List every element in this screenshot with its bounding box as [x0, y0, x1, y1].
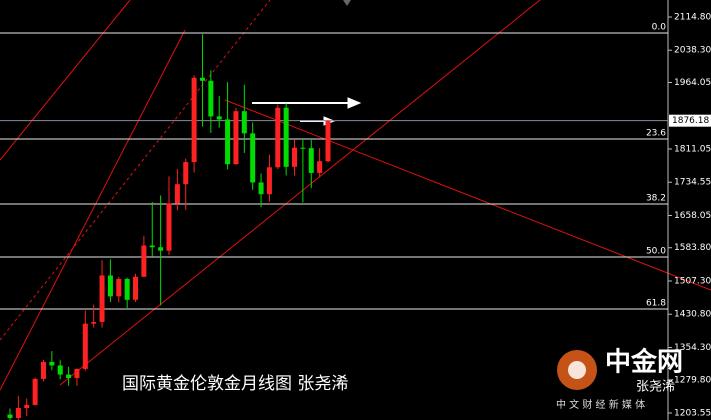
- trend-line: [0, 0, 271, 341]
- candle-body: [158, 247, 164, 251]
- last-price-box: [669, 114, 711, 127]
- y-tick-label: 1430.80: [674, 310, 711, 320]
- fib-label: 61.8: [646, 298, 666, 308]
- y-tick-label: 1203.55: [674, 408, 711, 418]
- watermark: 中金网 张尧浠 中 文 财 经 新 媒 体: [556, 347, 683, 412]
- author: 张尧浠: [636, 380, 675, 395]
- fib-label: 50.0: [646, 246, 666, 256]
- candle-body: [199, 77, 205, 81]
- candle-body: [191, 77, 197, 163]
- candle-body: [40, 361, 46, 379]
- candle-body: [250, 133, 256, 183]
- fib-label: 0.0: [652, 22, 667, 32]
- candle-body: [266, 167, 272, 195]
- y-tick-label: 2038.30: [674, 46, 711, 56]
- candle-body: [166, 203, 172, 251]
- candle-body: [133, 276, 139, 300]
- candle-body: [74, 368, 80, 379]
- y-tick-label: 1507.30: [674, 276, 711, 286]
- candle-body: [292, 147, 298, 167]
- trend-lines: [0, 0, 711, 391]
- candle-body: [15, 408, 21, 419]
- candle-body: [91, 321, 97, 324]
- trend-line: [224, 99, 711, 291]
- tagline: 中 文 财 经 新 媒 体: [556, 398, 645, 411]
- candle-body: [107, 275, 113, 297]
- candle-body: [82, 323, 88, 369]
- candle-body: [141, 245, 147, 277]
- candle-body: [225, 119, 231, 165]
- y-tick-label: 1734.55: [674, 178, 711, 188]
- candle-body: [32, 378, 38, 405]
- candle-body: [66, 374, 72, 379]
- chart-title: 国际黄金伦敦金月线图 张尧浠: [122, 374, 348, 394]
- candle-body: [275, 107, 281, 168]
- candle-body: [57, 365, 63, 375]
- trend-line: [59, 0, 541, 386]
- scroll-marker: [343, 0, 351, 6]
- y-tick-label: 1583.80: [674, 243, 711, 253]
- candle-body: [99, 275, 105, 322]
- candle-body: [124, 278, 130, 300]
- trend-line: [0, 29, 186, 391]
- y-tick-label: 1658.05: [674, 211, 711, 221]
- fib-label: 23.6: [646, 129, 666, 139]
- y-tick-label: 1811.05: [674, 144, 711, 154]
- trend-line: [0, 0, 131, 161]
- candle-body: [183, 162, 189, 185]
- candle-body: [241, 111, 247, 134]
- logo-inner: [568, 361, 586, 379]
- candle-body: [174, 184, 180, 204]
- candle-body: [216, 116, 222, 120]
- candle-body: [116, 278, 122, 297]
- candle-body: [7, 414, 13, 419]
- candle-body: [258, 182, 264, 195]
- y-tick-label: 2114.80: [674, 12, 711, 22]
- fib-label: 38.2: [646, 193, 666, 203]
- brand: 中金网: [605, 347, 683, 378]
- y-tick-label: 1354.30: [674, 343, 711, 353]
- candle-body: [317, 161, 323, 173]
- candle-body: [300, 147, 306, 149]
- candle-body: [24, 404, 30, 409]
- candle-body: [283, 107, 289, 167]
- candle-body: [208, 80, 214, 117]
- plot: 0.0 23.6 38.2 50.0 61.8 2114.80 2038.30 1964.05…: [0, 12, 711, 420]
- y-tick-label: 1964.05: [674, 78, 711, 88]
- y-tick-label: 1279.80: [674, 375, 711, 385]
- candle-body: [308, 148, 314, 173]
- candle-body: [233, 111, 239, 165]
- candle-body: [325, 120, 331, 162]
- last-price-label: 1876.18: [672, 116, 709, 126]
- arrow-head: [347, 97, 362, 109]
- candle-body: [149, 245, 155, 248]
- candle-body: [49, 361, 55, 366]
